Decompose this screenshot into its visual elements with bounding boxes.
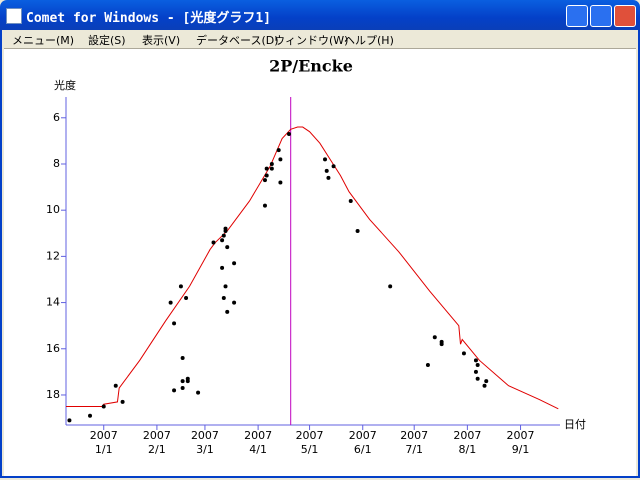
observation-point <box>323 157 328 162</box>
observation-point <box>178 284 183 289</box>
observation-point <box>232 300 237 305</box>
observation-point <box>180 386 185 391</box>
observation-point <box>475 376 480 381</box>
y-tick-label: 16 <box>46 342 60 355</box>
x-tick-label: 2/1 <box>148 443 166 456</box>
observation-point <box>276 148 281 153</box>
observation-point <box>172 321 177 326</box>
observation-point <box>473 358 478 363</box>
observation-point <box>326 175 331 180</box>
observation-point <box>220 265 225 270</box>
menu-bar: メニュー(M) 設定(S) 表示(V) データベース(D) ウィンドウ(W) ヘルプ(H) <box>4 30 636 49</box>
observation-point <box>432 335 437 340</box>
observation-point <box>262 178 267 183</box>
x-axis-label: 日付 <box>564 418 586 431</box>
y-axis-label: 光度 <box>54 78 76 92</box>
x-tick-label: 6/1 <box>354 443 372 456</box>
menu-item[interactable]: 設定(S) <box>88 34 126 47</box>
observation-point <box>101 404 106 409</box>
observation-point <box>172 388 177 393</box>
menu-item[interactable]: 表示(V) <box>142 34 181 47</box>
observation-point <box>482 383 487 388</box>
observation-point <box>355 228 360 233</box>
window-title: Comet for Windows - [光度グラフ1] <box>26 11 272 26</box>
observation-point <box>185 379 190 384</box>
client-area <box>4 49 636 476</box>
app-icon <box>6 8 22 24</box>
close-button[interactable] <box>614 5 636 27</box>
observation-point <box>388 284 393 289</box>
x-tick-label: 5/1 <box>301 443 319 456</box>
menu-item[interactable]: ウィンドウ(W) <box>274 34 349 47</box>
observation-point <box>425 362 430 367</box>
x-tick-label: 2007 <box>296 429 324 442</box>
predicted-curve <box>66 126 559 410</box>
y-tick-label: 12 <box>46 249 60 262</box>
x-tick-label: 9/1 <box>512 443 530 456</box>
x-tick-label: 2007 <box>507 429 535 442</box>
observation-point <box>120 399 125 404</box>
x-tick-label: 2007 <box>191 429 219 442</box>
y-tick-label: 8 <box>53 157 60 170</box>
observation-point <box>439 342 444 347</box>
observation-point <box>184 295 189 300</box>
observation-point <box>324 168 329 173</box>
x-tick-label: 2007 <box>143 429 171 442</box>
observation-point <box>278 180 283 185</box>
observation-point <box>484 379 489 384</box>
y-tick-label: 14 <box>46 296 60 309</box>
x-tick-label: 3/1 <box>196 443 214 456</box>
x-tick-label: 1/1 <box>95 443 113 456</box>
y-tick-label: 10 <box>46 203 60 216</box>
menu-item[interactable]: メニュー(M) <box>12 34 75 47</box>
observation-point <box>331 164 336 169</box>
minimize-button[interactable] <box>566 5 588 27</box>
observation-point <box>262 203 267 208</box>
observation-point <box>168 300 173 305</box>
observation-point <box>269 161 274 166</box>
observation-point <box>225 309 230 314</box>
observation-point <box>286 131 291 136</box>
observation-point <box>196 390 201 395</box>
observation-point <box>264 173 269 178</box>
chart-title: 2P/Encke <box>269 57 353 76</box>
x-tick-label: 2007 <box>453 429 481 442</box>
observation-point <box>264 166 269 171</box>
observation-point <box>223 226 228 231</box>
x-tick-label: 7/1 <box>405 443 423 456</box>
x-tick-label: 2007 <box>244 429 272 442</box>
x-tick-label: 2007 <box>400 429 428 442</box>
menu-item[interactable]: データベース(D) <box>196 34 279 47</box>
observation-point <box>278 157 283 162</box>
observation-point <box>180 379 185 384</box>
observation-point <box>348 198 353 203</box>
observation-point <box>221 295 226 300</box>
observation-point <box>475 362 480 367</box>
observation-point <box>221 233 226 238</box>
observation-point <box>223 284 228 289</box>
observation-point <box>461 351 466 356</box>
observation-point <box>473 369 478 374</box>
observation-point <box>225 245 230 250</box>
x-tick-label: 8/1 <box>459 443 477 456</box>
title-bar: Comet for Windows - [光度グラフ1] <box>0 0 640 30</box>
observation-point <box>88 413 93 418</box>
observation-point <box>220 238 225 243</box>
x-tick-label: 4/1 <box>249 443 267 456</box>
maximize-button[interactable] <box>590 5 612 27</box>
observation-point <box>67 418 72 423</box>
observation-point <box>232 261 237 266</box>
x-tick-label: 2007 <box>349 429 377 442</box>
x-tick-label: 2007 <box>90 429 118 442</box>
menu-item[interactable]: ヘルプ(H) <box>344 34 394 47</box>
observation-point <box>113 383 118 388</box>
observation-point <box>180 356 185 361</box>
y-tick-label: 18 <box>46 388 60 401</box>
observation-point <box>211 240 216 245</box>
observation-point <box>269 166 274 171</box>
y-tick-label: 6 <box>53 111 60 124</box>
